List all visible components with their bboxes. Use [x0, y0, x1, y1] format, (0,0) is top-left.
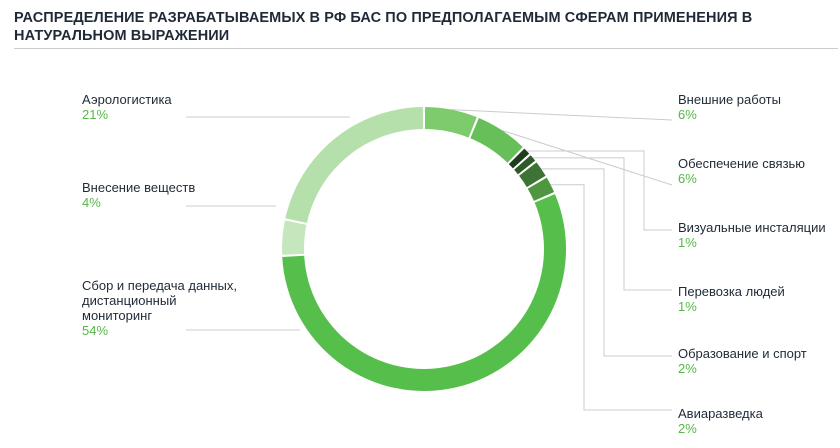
data-label-percent: 1% — [678, 235, 697, 250]
donut-segment-6 — [527, 177, 555, 201]
data-label-segment-8: Внесение веществ 4% — [82, 180, 195, 210]
data-label-name: Сбор и передача данных, дистанционный мо… — [82, 278, 237, 323]
data-label-name: Внешние работы — [678, 92, 781, 107]
data-label-segment-2: Обеспечение связью 6% — [678, 156, 805, 186]
leader-line-segment-1 — [451, 109, 673, 121]
donut-segment-2 — [470, 118, 523, 163]
data-label-percent: 1% — [678, 299, 697, 314]
data-label-percent: 21% — [82, 107, 109, 122]
chart-title: Распределение разрабатываемых в РФ БАС п… — [14, 10, 753, 44]
data-label-percent: 4% — [82, 195, 101, 210]
data-label-segment-3: Визуальные инсталяции 1% — [678, 220, 826, 250]
leader-line-segment-4 — [532, 157, 672, 291]
data-label-segment-6: Авиаразведка 2% — [678, 406, 763, 436]
leader-line-segment-5 — [541, 168, 672, 357]
data-label-name: Внесение веществ — [82, 180, 196, 195]
data-label-segment-5: Образование и спорт 2% — [678, 346, 807, 376]
data-label-name: Перевозка людей — [678, 284, 785, 299]
data-label-name: Аэрологистика — [82, 92, 172, 107]
data-label-percent: 2% — [678, 421, 697, 436]
data-label-name: Визуальные инсталяции — [678, 220, 826, 235]
donut-segment-8 — [282, 220, 307, 255]
data-label-name: Авиаразведка — [678, 406, 763, 421]
data-label-segment-1: Внешние работы 6% — [678, 92, 781, 122]
donut-segment-1 — [424, 107, 477, 138]
data-label-name: Обеспечение связью — [678, 156, 806, 171]
donut-segment-5 — [519, 162, 546, 188]
data-label-segment-9: Аэрологистика 21% — [82, 92, 172, 122]
data-label-percent: 54% — [82, 323, 109, 338]
donut-segment-9 — [285, 107, 424, 224]
data-label-percent: 2% — [678, 361, 697, 376]
data-label-name: Образование и спорт — [678, 346, 807, 361]
donut-slices — [282, 107, 566, 392]
leader-line-segment-6 — [550, 184, 672, 411]
data-label-percent: 6% — [678, 171, 697, 186]
leader-line-segment-3 — [526, 150, 672, 231]
title-divider — [14, 48, 838, 49]
data-label-segment-4: Перевозка людей 1% — [678, 284, 785, 314]
donut-segment-4 — [514, 155, 536, 175]
data-label-percent: 6% — [678, 107, 697, 122]
donut-segment-7 — [282, 194, 566, 392]
data-label-segment-7: Сбор и передача данных, дистанционный мо… — [82, 278, 237, 338]
leader-lines — [186, 109, 673, 411]
donut-segment-3 — [508, 148, 530, 169]
